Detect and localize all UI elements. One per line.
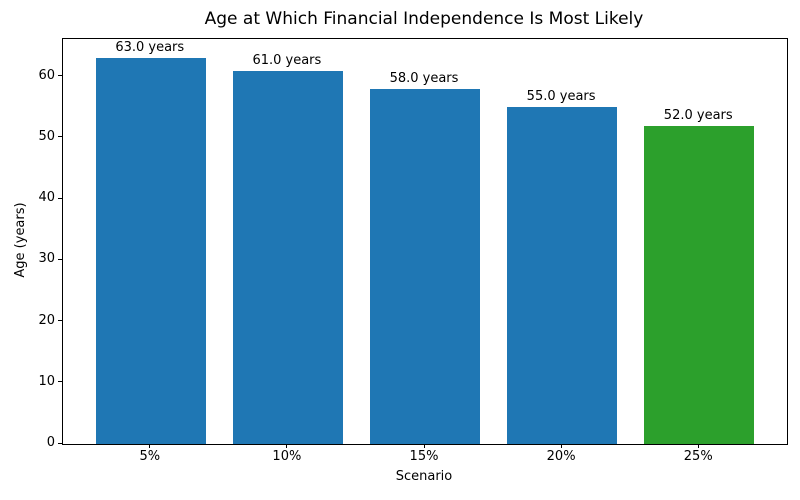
y-tick-label: 60 — [38, 67, 55, 83]
bar-value-label: 58.0 years — [389, 70, 459, 86]
bar — [507, 107, 617, 444]
bar-value-label: 52.0 years — [663, 107, 733, 123]
bar — [370, 88, 480, 444]
y-tick-label: 0 — [46, 435, 55, 450]
x-tick-label: 10% — [272, 449, 302, 464]
y-tick-label: 40 — [38, 190, 55, 206]
x-tick — [560, 444, 562, 448]
y-tick — [58, 136, 62, 138]
bar — [644, 125, 755, 444]
x-tick — [149, 444, 151, 448]
y-tick-label: 10 — [38, 373, 55, 389]
bar-value-label: 61.0 years — [252, 52, 322, 68]
y-tick — [58, 75, 62, 77]
x-tick-label: 25% — [683, 449, 713, 464]
bar — [233, 70, 343, 444]
y-tick-label: 20 — [38, 312, 55, 328]
y-tick-label: 50 — [38, 128, 55, 144]
x-tick-label: 15% — [409, 449, 439, 464]
y-tick — [58, 197, 62, 199]
plot-area — [62, 38, 788, 445]
x-tick — [286, 444, 288, 448]
x-tick — [423, 444, 425, 448]
bar-value-label: 63.0 years — [115, 40, 185, 56]
x-tick-label: 20% — [546, 449, 576, 464]
y-tick — [58, 442, 62, 444]
bar-value-label: 55.0 years — [526, 89, 596, 105]
y-tick-label: 30 — [38, 251, 55, 267]
x-tick — [697, 444, 699, 448]
x-tick-label: 5% — [139, 449, 161, 464]
chart-title: Age at Which Financial Independence Is M… — [204, 9, 644, 29]
y-tick — [58, 320, 62, 322]
bar — [95, 58, 206, 444]
y-tick — [58, 381, 62, 383]
x-axis-label: Scenario — [395, 469, 453, 484]
y-tick — [58, 258, 62, 260]
